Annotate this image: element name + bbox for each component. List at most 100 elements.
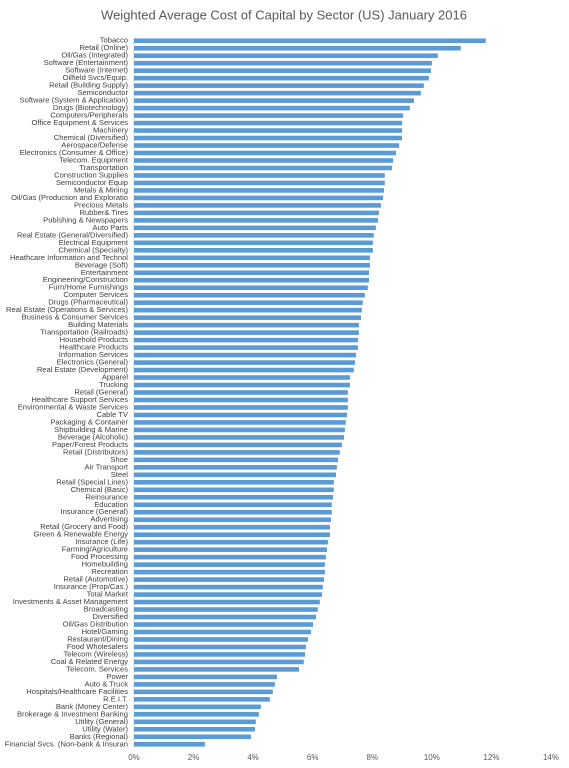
bar	[134, 113, 403, 118]
y-tick-label: Retail (Grocery and Food)	[40, 522, 128, 531]
y-tick-label: Heathcare Information and Technol	[10, 253, 128, 262]
y-tick-label: Paper/Forest Products	[52, 440, 128, 449]
bar	[134, 592, 322, 597]
y-tick-label: Machinery	[93, 126, 128, 135]
y-tick-label: Homebuilding	[82, 560, 128, 569]
y-tick-label: Building Materials	[68, 320, 128, 329]
y-tick-label: R.E.I.T.	[103, 694, 128, 703]
bar	[134, 637, 308, 642]
bar	[134, 173, 385, 178]
bar	[134, 135, 403, 141]
bar	[134, 674, 277, 680]
bar	[134, 472, 336, 478]
y-tick-label: Insurance (General)	[60, 507, 128, 516]
y-tick-label: Diversified	[93, 612, 128, 621]
y-tick-label: Investments & Asset Management	[13, 597, 129, 606]
bar	[134, 712, 259, 717]
y-tick-label: Cable TV	[96, 410, 128, 419]
bar	[134, 75, 429, 81]
y-tick-label: Real Estate (Development)	[37, 365, 129, 374]
bar	[134, 188, 384, 193]
y-tick-label: Oil/Gas Distribution	[63, 620, 128, 629]
y-tick-label: Real Estate (General/Diversified)	[17, 230, 128, 239]
y-tick-label: Broadcasting	[84, 605, 128, 614]
bar	[134, 180, 385, 186]
y-tick-label: Environmental & Waste Services	[18, 402, 128, 411]
y-tick-label: Chemical (Basic)	[71, 485, 129, 494]
bar	[134, 741, 205, 747]
y-tick-label: Retail (Building Supply)	[49, 81, 128, 90]
bar	[134, 248, 373, 253]
y-tick-label: Computers/Peripherals	[50, 111, 128, 120]
y-tick-label: Insurance (Life)	[75, 537, 128, 546]
y-tick-label: Oil/Gas (Integrated)	[61, 51, 128, 60]
bar	[134, 524, 330, 530]
y-tick-label: Recreation	[91, 567, 128, 576]
bar	[134, 83, 424, 88]
bar	[134, 45, 461, 51]
bar	[134, 480, 334, 485]
bar	[134, 225, 376, 231]
y-tick-label: Advertising	[90, 515, 128, 524]
y-tick-label: Steel	[111, 470, 129, 479]
x-tick-label: 10%	[424, 753, 440, 762]
bar	[134, 105, 410, 111]
y-tick-label: Entertainment	[81, 268, 129, 277]
bar	[134, 539, 328, 545]
y-tick-label: Healthcare Support Services	[31, 395, 128, 404]
bar	[134, 442, 342, 448]
y-tick-label: Information Services	[59, 350, 128, 359]
bar	[134, 98, 414, 103]
y-tick-label: Oil/Gas (Production and Exploratio	[11, 193, 128, 202]
y-tick-label: Furn/Home Furnishings	[49, 283, 129, 292]
bar	[134, 195, 384, 201]
bar	[134, 90, 421, 96]
bar	[134, 218, 378, 223]
y-tick-label: Financial Svcs. (Non-bank & Insuran	[5, 739, 128, 748]
y-tick-label: Office Equipment & Services	[31, 118, 128, 127]
bar	[134, 38, 486, 44]
bar	[134, 285, 368, 291]
bar	[134, 210, 379, 216]
y-tick-label: Chemical (Specialty)	[58, 245, 128, 254]
bar	[134, 143, 400, 148]
y-tick-label: Power	[106, 672, 128, 681]
bar	[134, 203, 381, 208]
bar	[134, 240, 373, 246]
bar	[134, 255, 370, 261]
bar	[134, 68, 431, 73]
y-tick-label: Utility (General)	[75, 717, 128, 726]
y-tick-label: Telecom. Services	[66, 664, 128, 673]
y-tick-label: Retail (Automotive)	[63, 575, 128, 584]
x-tick-label: 6%	[307, 753, 319, 762]
bar	[134, 726, 255, 732]
y-tick-label: Packaging & Container	[50, 417, 128, 426]
y-tick-label: Software (Entertainment)	[44, 58, 129, 67]
y-tick-label: Drugs (Pharmaceutical)	[48, 298, 128, 307]
bar	[134, 60, 432, 66]
y-tick-label: Insurance (Prop/Cas.)	[54, 582, 129, 591]
bar	[134, 397, 348, 403]
bar	[134, 337, 358, 343]
bar	[134, 420, 346, 425]
bar	[134, 569, 325, 575]
y-tick-label: Transportation	[79, 163, 128, 172]
bar	[134, 405, 348, 410]
bar	[134, 652, 305, 657]
y-tick-label: Computer Services	[63, 290, 128, 299]
bar	[134, 150, 397, 156]
y-tick-label: Precious Metals	[74, 200, 128, 209]
bar	[134, 704, 261, 710]
x-tick-label: 2%	[188, 753, 200, 762]
y-tick-label: Retail (General)	[74, 388, 128, 397]
bar	[134, 300, 363, 305]
bar	[134, 345, 358, 350]
bar	[134, 427, 345, 433]
bar	[134, 352, 356, 358]
bar	[134, 367, 354, 373]
bar	[134, 689, 273, 695]
x-tick-label: 14%	[543, 753, 559, 762]
bar	[134, 233, 374, 238]
bar	[134, 509, 332, 515]
bar	[134, 517, 331, 523]
